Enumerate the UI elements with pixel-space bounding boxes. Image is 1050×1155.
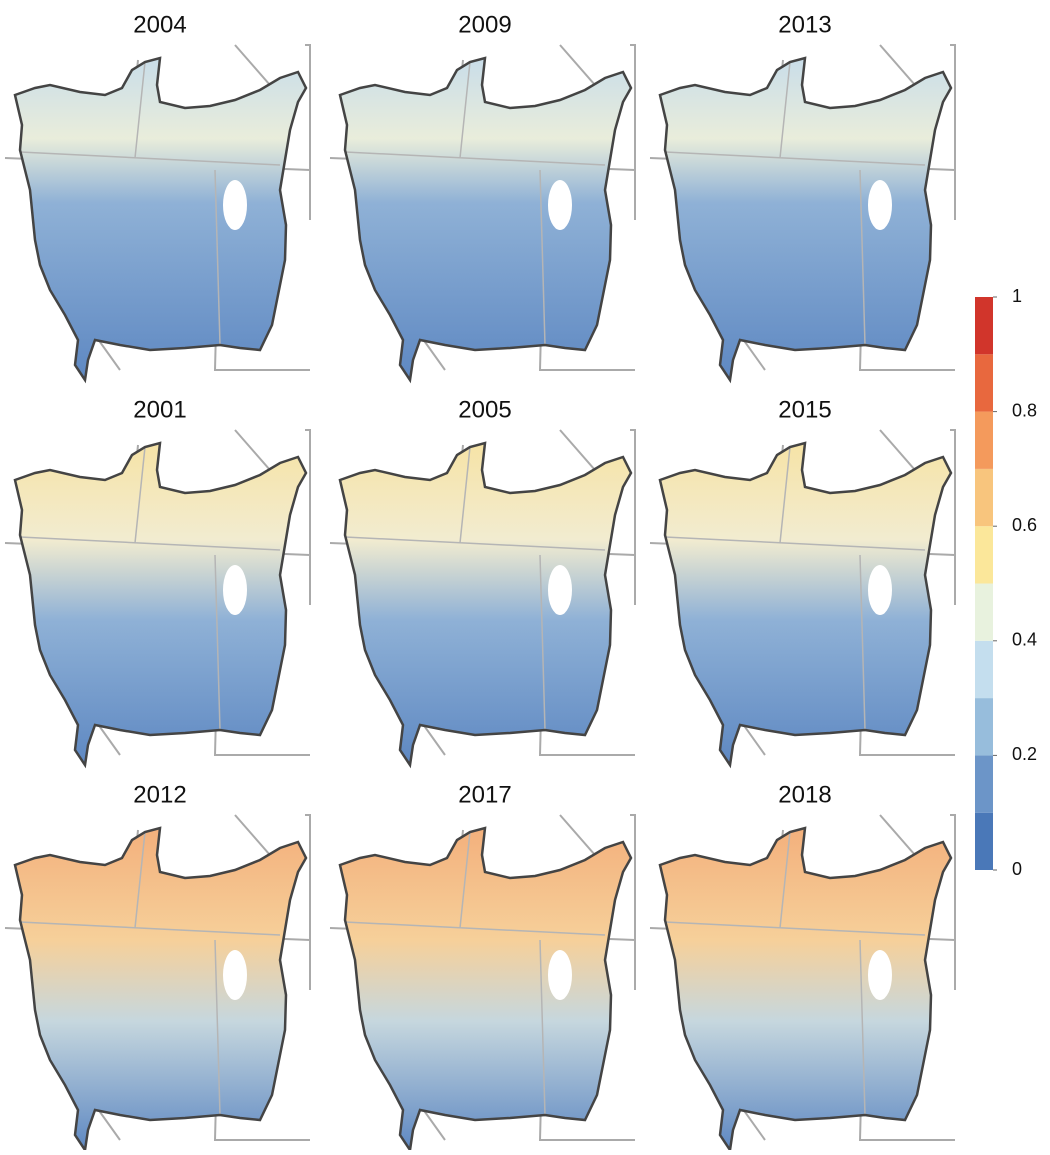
panel-title: 2018 (778, 781, 831, 808)
map-panel (330, 45, 635, 380)
colorbar-bin (975, 412, 993, 469)
colorbar-bin (975, 755, 993, 812)
colorbar-tick-label: 1 (1012, 286, 1022, 306)
colorbar-bin (975, 354, 993, 411)
bare-area (223, 180, 247, 230)
region-fill (15, 828, 306, 1150)
region-fill (15, 58, 306, 380)
bare-area (548, 565, 572, 615)
colorbar-bin (975, 526, 993, 583)
panel-title: 2013 (778, 11, 831, 38)
panel-title: 2001 (133, 396, 186, 423)
panel-title: 2017 (458, 781, 511, 808)
colorbar-tick-label: 0.4 (1012, 630, 1037, 650)
panel-title: 2012 (133, 781, 186, 808)
panel-title: 2005 (458, 396, 511, 423)
region-fill (340, 443, 631, 765)
bare-area (223, 950, 247, 1000)
map-panel (5, 45, 310, 380)
bare-area (868, 565, 892, 615)
map-panel (5, 430, 310, 765)
bare-area (548, 180, 572, 230)
map-panel (330, 430, 635, 765)
panel-title: 2009 (458, 11, 511, 38)
region-fill (340, 58, 631, 380)
map-panel (650, 430, 955, 765)
map-panel (5, 815, 310, 1150)
panel-title: 2004 (133, 11, 186, 38)
colorbar-bin (975, 469, 993, 526)
region-fill (660, 443, 951, 765)
map-panel (330, 815, 635, 1150)
bare-area (868, 180, 892, 230)
map-panel (650, 45, 955, 380)
bare-area (868, 950, 892, 1000)
colorbar-bin (975, 698, 993, 755)
colorbar-bin (975, 641, 993, 698)
region-fill (660, 58, 951, 380)
map-panel (650, 815, 955, 1150)
colorbar-bin (975, 297, 993, 354)
colorbar-tick-label: 0.2 (1012, 744, 1037, 764)
bare-area (223, 565, 247, 615)
colorbar-tick-label: 0.6 (1012, 515, 1037, 535)
figure: 2004 2009 2013 2001 2005 2015 2012 2017 2018 0 0.2… (0, 0, 1050, 1150)
colorbar-bin (975, 813, 993, 870)
colorbar-tick-label: 0.8 (1012, 400, 1037, 420)
bare-area (548, 950, 572, 1000)
panel-title: 2015 (778, 396, 831, 423)
colorbar-bin (975, 584, 993, 641)
colorbar-tick-label: 0 (1012, 859, 1022, 879)
region-fill (660, 828, 951, 1150)
region-fill (340, 828, 631, 1150)
region-fill (15, 443, 306, 765)
